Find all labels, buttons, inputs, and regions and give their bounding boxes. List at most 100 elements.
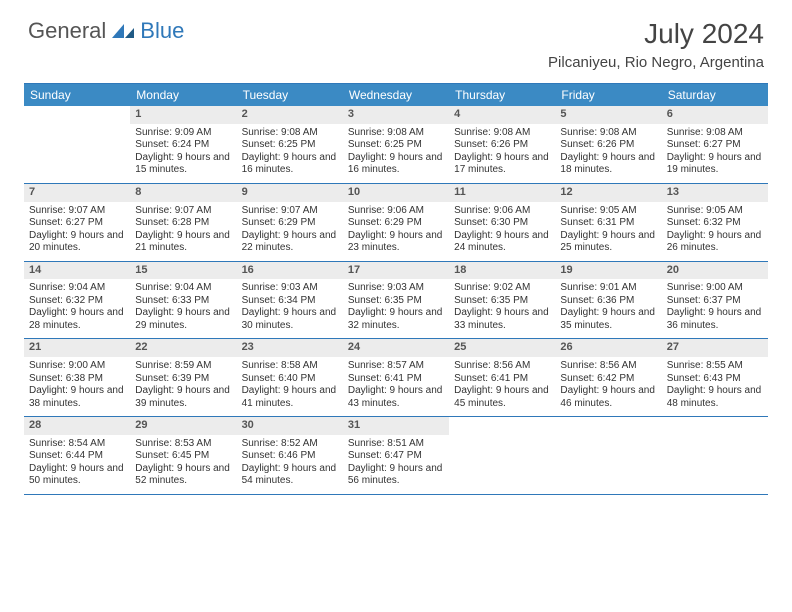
- daylight-text: Daylight: 9 hours and 22 minutes.: [242, 230, 338, 255]
- daylight-text: Daylight: 9 hours and 16 minutes.: [242, 152, 338, 177]
- sunrise-text: Sunrise: 9:06 AM: [454, 205, 550, 218]
- day-number: 20: [662, 262, 768, 280]
- sunrise-text: Sunrise: 8:58 AM: [242, 360, 338, 373]
- sunrise-text: Sunrise: 9:08 AM: [348, 127, 444, 140]
- sunrise-text: Sunrise: 9:09 AM: [135, 127, 231, 140]
- day-body: Sunrise: 9:08 AMSunset: 6:26 PMDaylight:…: [555, 124, 661, 183]
- day-body: Sunrise: 9:04 AMSunset: 6:32 PMDaylight:…: [24, 279, 130, 338]
- sunrise-text: Sunrise: 9:04 AM: [135, 282, 231, 295]
- day-cell: 4Sunrise: 9:08 AMSunset: 6:26 PMDaylight…: [449, 106, 555, 183]
- day-number: 21: [24, 339, 130, 357]
- day-cell: .: [24, 106, 130, 183]
- daylight-text: Daylight: 9 hours and 50 minutes.: [29, 463, 125, 488]
- day-cell: 1Sunrise: 9:09 AMSunset: 6:24 PMDaylight…: [130, 106, 236, 183]
- day-number: 27: [662, 339, 768, 357]
- daylight-text: Daylight: 9 hours and 16 minutes.: [348, 152, 444, 177]
- day-cell: 25Sunrise: 8:56 AMSunset: 6:41 PMDayligh…: [449, 339, 555, 416]
- daylight-text: Daylight: 9 hours and 41 minutes.: [242, 385, 338, 410]
- day-body: Sunrise: 8:55 AMSunset: 6:43 PMDaylight:…: [662, 357, 768, 416]
- daylight-text: Daylight: 9 hours and 46 minutes.: [560, 385, 656, 410]
- logo-sail-icon: [110, 22, 136, 40]
- daylight-text: Daylight: 9 hours and 26 minutes.: [667, 230, 763, 255]
- day-body: Sunrise: 9:06 AMSunset: 6:29 PMDaylight:…: [343, 202, 449, 261]
- day-number: 25: [449, 339, 555, 357]
- day-number: 23: [237, 339, 343, 357]
- day-body: Sunrise: 9:04 AMSunset: 6:33 PMDaylight:…: [130, 279, 236, 338]
- day-cell: 7Sunrise: 9:07 AMSunset: 6:27 PMDaylight…: [24, 184, 130, 261]
- day-cell: 22Sunrise: 8:59 AMSunset: 6:39 PMDayligh…: [130, 339, 236, 416]
- sunset-text: Sunset: 6:26 PM: [560, 139, 656, 152]
- sunrise-text: Sunrise: 8:56 AM: [454, 360, 550, 373]
- day-cell: 13Sunrise: 9:05 AMSunset: 6:32 PMDayligh…: [662, 184, 768, 261]
- sunset-text: Sunset: 6:41 PM: [348, 373, 444, 386]
- sunset-text: Sunset: 6:45 PM: [135, 450, 231, 463]
- sunset-text: Sunset: 6:32 PM: [667, 217, 763, 230]
- daylight-text: Daylight: 9 hours and 15 minutes.: [135, 152, 231, 177]
- sunrise-text: Sunrise: 8:51 AM: [348, 438, 444, 451]
- sunrise-text: Sunrise: 9:07 AM: [242, 205, 338, 218]
- daylight-text: Daylight: 9 hours and 30 minutes.: [242, 307, 338, 332]
- day-number: 26: [555, 339, 661, 357]
- day-cell: .: [662, 417, 768, 494]
- day-number: 7: [24, 184, 130, 202]
- day-cell: 14Sunrise: 9:04 AMSunset: 6:32 PMDayligh…: [24, 262, 130, 339]
- sunset-text: Sunset: 6:47 PM: [348, 450, 444, 463]
- week-row: 14Sunrise: 9:04 AMSunset: 6:32 PMDayligh…: [24, 262, 768, 340]
- weekday-header: Sunday: [24, 84, 130, 106]
- sunset-text: Sunset: 6:36 PM: [560, 295, 656, 308]
- week-row: 7Sunrise: 9:07 AMSunset: 6:27 PMDaylight…: [24, 184, 768, 262]
- sunset-text: Sunset: 6:35 PM: [348, 295, 444, 308]
- weekday-header: Tuesday: [237, 84, 343, 106]
- day-body: [449, 435, 555, 491]
- sunset-text: Sunset: 6:26 PM: [454, 139, 550, 152]
- day-body: Sunrise: 8:57 AMSunset: 6:41 PMDaylight:…: [343, 357, 449, 416]
- day-number: 14: [24, 262, 130, 280]
- daylight-text: Daylight: 9 hours and 29 minutes.: [135, 307, 231, 332]
- day-body: Sunrise: 9:02 AMSunset: 6:35 PMDaylight:…: [449, 279, 555, 338]
- day-number: 10: [343, 184, 449, 202]
- day-cell: 30Sunrise: 8:52 AMSunset: 6:46 PMDayligh…: [237, 417, 343, 494]
- week-row: 28Sunrise: 8:54 AMSunset: 6:44 PMDayligh…: [24, 417, 768, 495]
- day-cell: 10Sunrise: 9:06 AMSunset: 6:29 PMDayligh…: [343, 184, 449, 261]
- sunset-text: Sunset: 6:32 PM: [29, 295, 125, 308]
- day-cell: 8Sunrise: 9:07 AMSunset: 6:28 PMDaylight…: [130, 184, 236, 261]
- day-cell: 28Sunrise: 8:54 AMSunset: 6:44 PMDayligh…: [24, 417, 130, 494]
- sunset-text: Sunset: 6:43 PM: [667, 373, 763, 386]
- sunset-text: Sunset: 6:44 PM: [29, 450, 125, 463]
- day-cell: 11Sunrise: 9:06 AMSunset: 6:30 PMDayligh…: [449, 184, 555, 261]
- day-body: Sunrise: 9:08 AMSunset: 6:25 PMDaylight:…: [237, 124, 343, 183]
- month-title: July 2024: [548, 18, 764, 50]
- sunrise-text: Sunrise: 9:08 AM: [242, 127, 338, 140]
- day-cell: 20Sunrise: 9:00 AMSunset: 6:37 PMDayligh…: [662, 262, 768, 339]
- day-number: 6: [662, 106, 768, 124]
- daylight-text: Daylight: 9 hours and 48 minutes.: [667, 385, 763, 410]
- day-body: Sunrise: 9:07 AMSunset: 6:29 PMDaylight:…: [237, 202, 343, 261]
- day-number: 3: [343, 106, 449, 124]
- day-number: 1: [130, 106, 236, 124]
- day-cell: 12Sunrise: 9:05 AMSunset: 6:31 PMDayligh…: [555, 184, 661, 261]
- day-number: 30: [237, 417, 343, 435]
- day-body: Sunrise: 9:09 AMSunset: 6:24 PMDaylight:…: [130, 124, 236, 183]
- sunrise-text: Sunrise: 9:05 AM: [560, 205, 656, 218]
- sunrise-text: Sunrise: 8:56 AM: [560, 360, 656, 373]
- daylight-text: Daylight: 9 hours and 23 minutes.: [348, 230, 444, 255]
- daylight-text: Daylight: 9 hours and 35 minutes.: [560, 307, 656, 332]
- day-number: 18: [449, 262, 555, 280]
- weekday-header: Thursday: [449, 84, 555, 106]
- sunset-text: Sunset: 6:24 PM: [135, 139, 231, 152]
- week-row: 21Sunrise: 9:00 AMSunset: 6:38 PMDayligh…: [24, 339, 768, 417]
- weekday-header: Saturday: [662, 84, 768, 106]
- sunset-text: Sunset: 6:42 PM: [560, 373, 656, 386]
- sunrise-text: Sunrise: 8:59 AM: [135, 360, 231, 373]
- day-body: Sunrise: 8:56 AMSunset: 6:41 PMDaylight:…: [449, 357, 555, 416]
- sunrise-text: Sunrise: 9:00 AM: [29, 360, 125, 373]
- day-body: Sunrise: 9:07 AMSunset: 6:28 PMDaylight:…: [130, 202, 236, 261]
- day-body: Sunrise: 9:08 AMSunset: 6:27 PMDaylight:…: [662, 124, 768, 183]
- daylight-text: Daylight: 9 hours and 36 minutes.: [667, 307, 763, 332]
- sunrise-text: Sunrise: 8:57 AM: [348, 360, 444, 373]
- day-number: 29: [130, 417, 236, 435]
- day-number: 16: [237, 262, 343, 280]
- day-number: 5: [555, 106, 661, 124]
- day-number: 24: [343, 339, 449, 357]
- daylight-text: Daylight: 9 hours and 24 minutes.: [454, 230, 550, 255]
